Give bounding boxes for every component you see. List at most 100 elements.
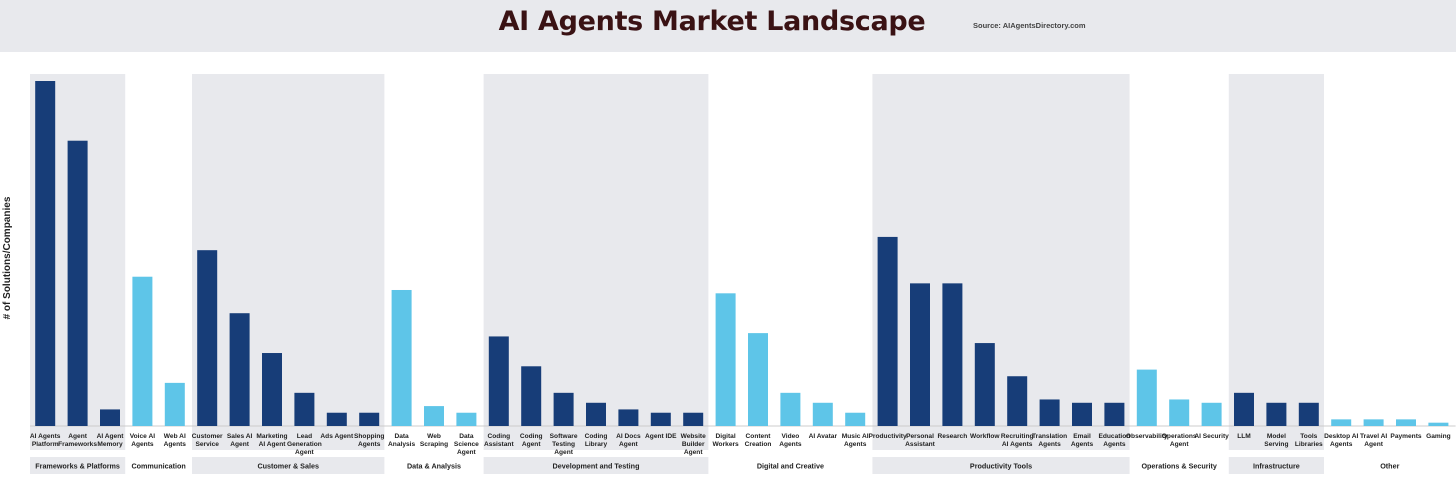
bar-4-5 bbox=[650, 412, 671, 426]
bar-3-1 bbox=[424, 406, 444, 426]
bar-0-0 bbox=[35, 81, 56, 426]
group-backgrounds bbox=[30, 74, 1324, 474]
tick-label-4-0: Coding Assistant bbox=[484, 433, 514, 448]
tick-label-6-0: Productivity bbox=[869, 433, 907, 440]
tick-label-9-0: Desktop AI Agents bbox=[1324, 433, 1358, 448]
group-label-band-2 bbox=[192, 457, 385, 474]
tick-label-9-1: Travel AI Agent bbox=[1360, 433, 1387, 448]
tick-label-2-4: Ads Agent bbox=[320, 433, 354, 440]
group-band-2 bbox=[192, 74, 385, 450]
tick-label-2-2: Marketing AI Agent bbox=[256, 433, 287, 448]
bar-9-0 bbox=[1331, 419, 1352, 426]
bar-5-3 bbox=[812, 402, 833, 426]
tick-label-0-2: AI Agent Memory bbox=[97, 433, 125, 448]
tick-label-2-3: Lead Generation Agent bbox=[287, 433, 322, 456]
tick-label-8-2: Tools Libraries bbox=[1295, 433, 1323, 448]
group-label-band-4 bbox=[483, 457, 709, 474]
tick-label-9-3: Gaming bbox=[1426, 433, 1451, 440]
source-note: Source: AIAgentsDirectory.com bbox=[973, 21, 1086, 30]
tick-label-8-0: LLM bbox=[1237, 433, 1251, 440]
bar-2-5 bbox=[359, 412, 380, 426]
bar-4-6 bbox=[683, 412, 704, 426]
group-label-band-8 bbox=[1228, 457, 1324, 474]
tick-label-7-1: Operations Agent bbox=[1162, 433, 1197, 448]
bar-8-2 bbox=[1298, 402, 1319, 426]
tick-label-7-0: Observability bbox=[1126, 433, 1168, 440]
bar-1-1 bbox=[164, 382, 185, 426]
tick-label-5-2: Video Agents bbox=[779, 433, 802, 448]
bar-4-2 bbox=[553, 392, 574, 426]
bar-4-3 bbox=[586, 402, 606, 426]
tick-label-5-1: Content Creation bbox=[745, 433, 772, 448]
tick-label-4-6: Website Builder Agent bbox=[681, 433, 706, 456]
group-label-3: Data & Analysis bbox=[407, 462, 461, 471]
group-band-8 bbox=[1228, 74, 1324, 450]
tick-label-0-1: Agent Frameworks bbox=[58, 433, 97, 448]
tick-label-6-2: Research bbox=[938, 433, 968, 440]
bar-6-1 bbox=[910, 283, 930, 426]
group-label-band-6 bbox=[872, 457, 1130, 474]
bar-6-6 bbox=[1072, 402, 1092, 426]
tick-label-6-3: Workflow bbox=[970, 433, 1000, 440]
tick-label-2-5: Shopping Agents bbox=[354, 433, 384, 448]
group-label-1: Communication bbox=[131, 462, 185, 471]
bar-7-1 bbox=[1169, 399, 1190, 426]
bar-1-0 bbox=[132, 276, 153, 426]
bar-3-2 bbox=[456, 412, 477, 426]
tick-label-2-0: Customer Service bbox=[192, 433, 223, 448]
bar-7-2 bbox=[1201, 402, 1222, 426]
bar-6-2 bbox=[942, 283, 963, 426]
tick-label-3-0: Data Analysis bbox=[388, 433, 415, 448]
tick-label-5-4: Music AI Agents bbox=[842, 433, 869, 448]
bar-2-2 bbox=[262, 353, 282, 426]
tick-label-4-4: AI Docs Agent bbox=[616, 433, 641, 448]
tick-label-7-2: AI Security bbox=[1194, 433, 1229, 440]
bar-9-2 bbox=[1396, 419, 1416, 426]
header-band bbox=[0, 0, 1456, 52]
group-label-4: Development and Testing bbox=[553, 462, 640, 471]
bar-6-5 bbox=[1039, 399, 1060, 426]
tick-label-6-1: Personal Assistant bbox=[905, 433, 935, 448]
group-label-2: Customer & Sales bbox=[257, 462, 319, 471]
group-band-4 bbox=[483, 74, 709, 450]
bar-8-0 bbox=[1234, 392, 1254, 426]
tick-label-3-1: Web Scraping bbox=[420, 433, 448, 448]
tick-label-4-3: Coding Library bbox=[585, 433, 608, 448]
bar-2-1 bbox=[229, 313, 250, 426]
bar-6-4 bbox=[1007, 376, 1028, 426]
tick-label-9-2: Payments bbox=[1390, 433, 1421, 440]
bar-5-2 bbox=[780, 392, 801, 426]
tick-label-4-2: Software Testing Agent bbox=[550, 433, 578, 456]
tick-label-8-1: Model Serving bbox=[1264, 433, 1288, 448]
tick-label-6-7: Education Agents bbox=[1098, 433, 1130, 448]
group-label-7: Operations & Security bbox=[1141, 462, 1217, 471]
bar-0-2 bbox=[100, 409, 120, 426]
bar-4-4 bbox=[618, 409, 639, 426]
group-label-6: Productivity Tools bbox=[970, 462, 1032, 471]
tick-label-1-1: Web AI Agents bbox=[164, 433, 187, 448]
tick-label-3-2: Data Science Agent bbox=[454, 433, 479, 456]
bar-6-0 bbox=[877, 236, 898, 426]
bar-9-1 bbox=[1363, 419, 1384, 426]
bar-8-1 bbox=[1266, 402, 1287, 426]
bar-6-3 bbox=[974, 343, 995, 426]
tick-label-4-1: Coding Agent bbox=[520, 433, 543, 448]
group-label-8: Infrastructure bbox=[1253, 462, 1300, 471]
bar-4-1 bbox=[521, 366, 542, 426]
bar-2-4 bbox=[326, 412, 347, 426]
tick-label-2-1: Sales AI Agent bbox=[227, 433, 253, 448]
bar-0-1 bbox=[67, 140, 88, 426]
bar-2-0 bbox=[197, 250, 218, 426]
bar-5-0 bbox=[715, 293, 736, 426]
group-label-0: Frameworks & Platforms bbox=[35, 462, 120, 471]
bar-2-3 bbox=[294, 392, 315, 426]
tick-label-6-6: Email Agents bbox=[1071, 433, 1094, 448]
bar-5-1 bbox=[748, 333, 768, 426]
bar-6-7 bbox=[1104, 402, 1125, 426]
tick-label-6-4: Recruiting AI Agents bbox=[1001, 433, 1034, 448]
group-label-band-0 bbox=[30, 457, 126, 474]
bar-9-3 bbox=[1428, 422, 1449, 426]
bar-7-0 bbox=[1136, 369, 1157, 426]
bar-5-4 bbox=[845, 412, 866, 426]
tick-label-1-0: Voice AI Agents bbox=[130, 433, 155, 448]
